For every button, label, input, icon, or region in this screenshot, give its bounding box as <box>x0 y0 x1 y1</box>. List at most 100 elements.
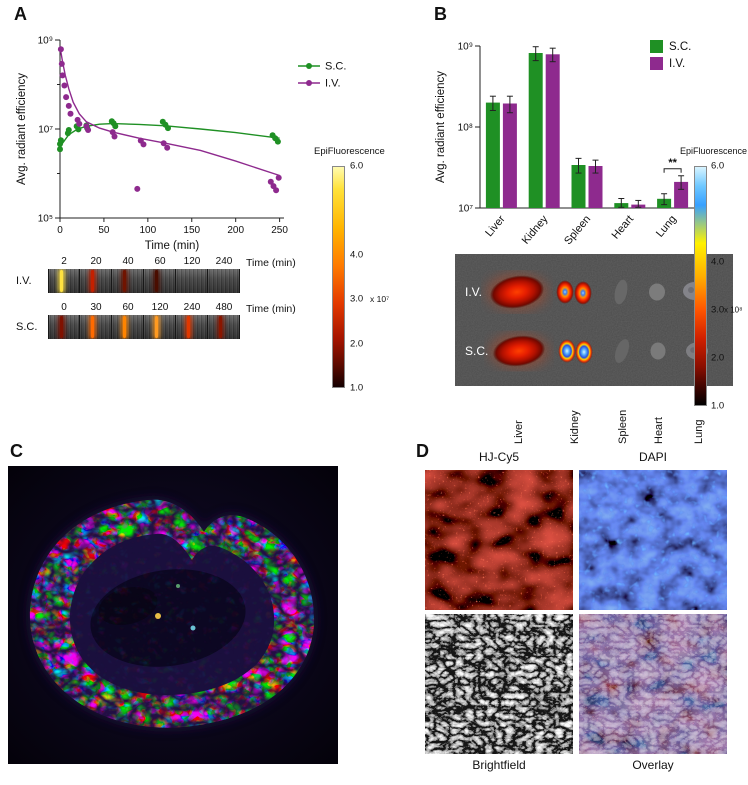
legend-entry-S.C.: S.C. <box>298 61 346 73</box>
panel-b-label: B <box>434 4 447 24</box>
strip-scan-image <box>208 269 240 293</box>
svg-text:250: 250 <box>271 225 288 236</box>
svg-text:S.C.: S.C. <box>325 61 346 73</box>
legend-entry-I.V.: I.V. <box>650 57 691 70</box>
bar-spleen-S.C. <box>571 165 586 208</box>
bar-kidney-S.C. <box>528 53 543 208</box>
series-I.V. <box>57 46 282 194</box>
colorbar-a-tick: 1.0 <box>350 382 364 394</box>
svg-text:Time (min): Time (min) <box>145 240 200 252</box>
strip-scan-image <box>80 315 112 339</box>
overlay-image <box>579 614 727 754</box>
brightfield-image <box>425 614 573 754</box>
strip-time-label: 60 <box>154 256 166 267</box>
colorbar-a-tick: 3.0 <box>350 293 364 305</box>
errorbar <box>678 175 685 190</box>
strip-time-label: 240 <box>183 302 201 313</box>
errorbar <box>618 198 625 208</box>
strip-scan-image <box>208 315 240 339</box>
legend-entry-I.V.: I.V. <box>298 78 341 90</box>
svg-text:0: 0 <box>57 225 63 236</box>
strip-time-label: 2 <box>61 256 67 267</box>
svg-text:10⁹: 10⁹ <box>458 42 473 53</box>
bar-liver-S.C. <box>485 102 500 208</box>
iv-strip-time-unit: Time (min) <box>246 257 296 269</box>
svg-text:10⁷: 10⁷ <box>458 204 473 215</box>
organ-label-liver: Liver <box>513 420 525 444</box>
errorbar <box>549 47 556 63</box>
svg-text:Avg. radiant efficiency: Avg. radiant efficiency <box>16 73 28 185</box>
strip-time-label: 120 <box>183 256 201 267</box>
errorbar <box>575 157 582 174</box>
svg-text:Avg. radiant efficiency: Avg. radiant efficiency <box>435 71 447 183</box>
panel-d-label: D <box>416 441 429 461</box>
strip-scan-image <box>112 315 144 339</box>
iv-strip-row: I.V. 2 20 40 60 120 240 Time (min) <box>16 256 326 296</box>
colorbar-b-tick: 2.0 <box>711 352 725 364</box>
legend-label: S.C. <box>669 40 692 53</box>
colorbar-a-tick: 2.0 <box>350 338 364 350</box>
exvivo-row-label-iv: I.V. <box>465 285 482 299</box>
sc-strip-row: S.C. 0 30 60 120 240 480 Time (min) <box>16 302 326 342</box>
colorbar-b-tick: 4.0 <box>711 256 725 268</box>
colorbar-b-multiplier: x 10⁸ <box>724 305 743 315</box>
exvivo-row-label-sc: S.C. <box>465 344 488 358</box>
dapi-image <box>579 470 727 610</box>
strip-segment: 60 <box>112 302 144 339</box>
svg-text:Kidney: Kidney <box>520 213 551 247</box>
svg-text:Lung: Lung <box>654 213 679 239</box>
fluorescence-streak <box>60 316 63 338</box>
biodistribution-bar-chart: 10⁷ 10⁸ 10⁹ Avg. radiant efficiency Liver Kid… <box>435 42 694 247</box>
brightfield-title: Brightfield <box>472 758 526 772</box>
svg-text:150: 150 <box>183 225 200 236</box>
fluorescence-streak <box>187 316 190 338</box>
colorbar-b: EpiFluorescence 6.0 4.0 3.0 2.0 1.0 x 10… <box>680 146 748 446</box>
axes <box>55 39 284 222</box>
errorbar <box>661 193 668 206</box>
strip-scan-image <box>48 315 80 339</box>
strip-segment: 240 <box>208 256 240 293</box>
svg-text:200: 200 <box>227 225 244 236</box>
exvivo-sc-organs <box>490 334 708 368</box>
iv-scan-strip: 2 20 40 60 120 240 <box>48 256 240 293</box>
scan-strips: I.V. 2 20 40 60 120 240 Time (min) S.C. 0 30 60… <box>16 256 326 348</box>
colorbar-b-tick: 1.0 <box>711 400 725 412</box>
fluorescence-streak <box>123 316 126 338</box>
svg-text:10⁵: 10⁵ <box>38 214 53 225</box>
pk-time-course-chart: 0 50 100 150 200 250 10⁵ 10⁷ 10⁹ Time (min) Avg. r… <box>16 36 346 253</box>
hj-cy5-image <box>425 470 573 610</box>
sc-strip-row-label: S.C. <box>16 321 38 333</box>
colorbar-a: EpiFluorescence 6.0 4.0 3.0 2.0 1.0 x 10… <box>314 146 416 412</box>
exvivo-organs-image: I.V. S.C. <box>455 254 733 386</box>
svg-text:10⁹: 10⁹ <box>38 36 53 47</box>
hj-cy5-title: HJ-Cy5 <box>478 450 519 464</box>
svg-text:Spleen: Spleen <box>562 213 593 247</box>
fluorescence-streak <box>91 316 94 338</box>
fluorescence-streak <box>219 316 222 338</box>
strip-time-label: 60 <box>122 302 134 313</box>
strip-time-label: 480 <box>215 302 233 313</box>
bar-kidney-I.V. <box>545 54 560 208</box>
strip-scan-image <box>112 269 144 293</box>
strip-time-label: 30 <box>90 302 102 313</box>
colorbar-b-tick: 3.0 <box>711 304 725 316</box>
fluorescence-streak <box>123 270 126 292</box>
errorbar <box>506 95 513 114</box>
overlay-title: Overlay <box>632 758 674 772</box>
sc-scan-strip: 0 30 60 120 240 480 <box>48 302 240 339</box>
strip-segment: 2 <box>48 256 80 293</box>
series-S.C. <box>57 118 281 153</box>
svg-text:Liver: Liver <box>483 213 508 239</box>
strip-time-label: 120 <box>151 302 169 313</box>
bar-lung-I.V. <box>674 181 689 208</box>
legend-entry-S.C.: S.C. <box>650 40 691 53</box>
colorbar-b-gradient <box>694 166 707 406</box>
strip-scan-image <box>80 269 112 293</box>
legend-swatch <box>650 57 663 70</box>
colorbar-a-title: EpiFluorescence <box>314 146 385 157</box>
panel-c-label: C <box>10 441 23 461</box>
colorbar-a-multiplier: x 10⁷ <box>370 294 390 304</box>
dapi-title: DAPI <box>638 450 667 464</box>
kidney-section-fluorescence-image <box>8 466 338 764</box>
legend-label: I.V. <box>669 57 686 70</box>
